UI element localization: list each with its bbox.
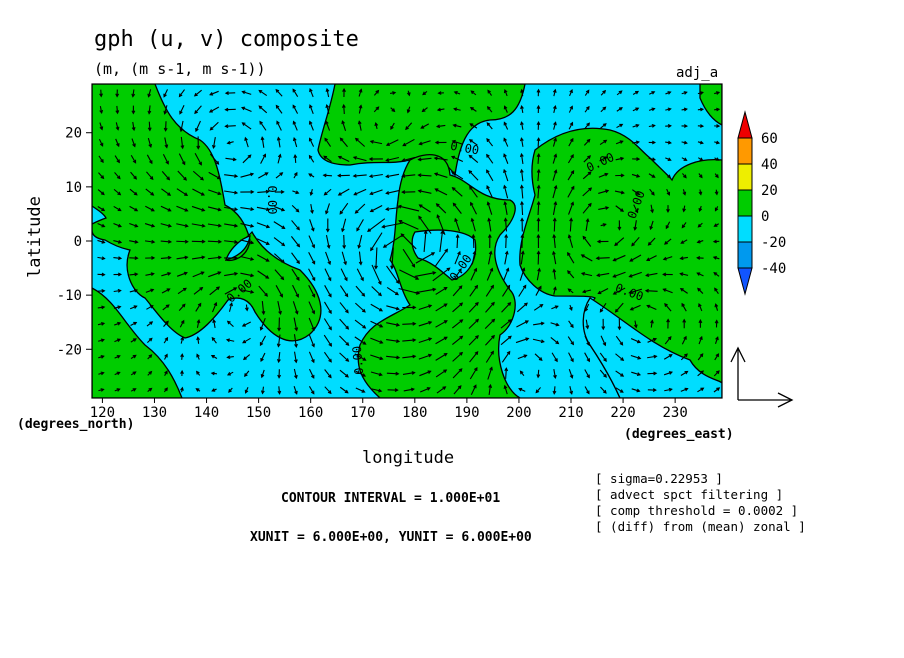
colorbar: 60 40 20 0 -20 -40 [738,112,786,294]
x-tick-label: 180 [402,405,427,421]
note-line: [ sigma=0.22953 ] [595,471,723,486]
chart-title: gph (u, v) composite [94,27,359,52]
x-tick-label: 140 [194,405,219,421]
contour-interval: CONTOUR INTERVAL = 1.000E+01 [281,491,500,506]
colorbar-tick-label: -40 [761,261,786,277]
y-tick-label: -20 [57,342,82,358]
x-axis-units: (degrees_east) [624,427,734,442]
x-axis-label: longitude [362,448,454,468]
vector-units: XUNIT = 6.000E+00, YUNIT = 6.000E+00 [250,530,532,545]
y-axis-label: latitude [25,196,45,278]
colorbar-segment [738,216,752,242]
note-line: [ comp threshold = 0.0002 ] [595,503,798,518]
chart-subtitle: (m, (m s-1, m s-1)) [94,60,266,78]
x-tick-label: 190 [454,405,479,421]
colorbar-segment [738,242,752,268]
x-tick-label: 210 [558,405,583,421]
chart-tag: adj_a [676,65,718,81]
colorbar-tick-label: 40 [761,157,778,173]
colorbar-segment [738,190,752,216]
x-tick-label: 230 [662,405,687,421]
x-tick-label: 170 [350,405,375,421]
x-tick-label: 200 [506,405,531,421]
y-tick-label: 0 [74,234,82,250]
plot-area: 0.000.000.000.000.000.000.000.00 [92,84,722,398]
y-axis-ticks: 20 10 0 -10 -20 [57,126,92,359]
y-tick-label: 20 [65,126,82,142]
note-line: [ advect spct filtering ] [595,487,783,502]
colorbar-bottom-triangle [738,268,752,294]
x-tick-label: 160 [298,405,323,421]
y-axis-units: (degrees_north) [17,417,134,432]
y-tick-label: -10 [57,288,82,304]
reference-vector [731,348,792,407]
colorbar-segment [738,164,752,190]
note-line: [ (diff) from (mean) zonal ] [595,519,806,534]
colorbar-top-triangle [738,112,752,138]
x-tick-label: 220 [610,405,635,421]
contour-label: 0.00 [265,186,279,215]
notes: [ sigma=0.22953 ] [ advect spct filterin… [595,471,806,534]
colorbar-segment [738,138,752,164]
y-tick-label: 10 [65,180,82,196]
contour-label: 0.00 [350,345,366,375]
colorbar-tick-label: 60 [761,131,778,147]
colorbar-tick-label: 0 [761,209,769,225]
x-tick-label: 130 [142,405,167,421]
colorbar-tick-label: 20 [761,183,778,199]
x-tick-label: 150 [246,405,271,421]
colorbar-tick-label: -20 [761,235,786,251]
